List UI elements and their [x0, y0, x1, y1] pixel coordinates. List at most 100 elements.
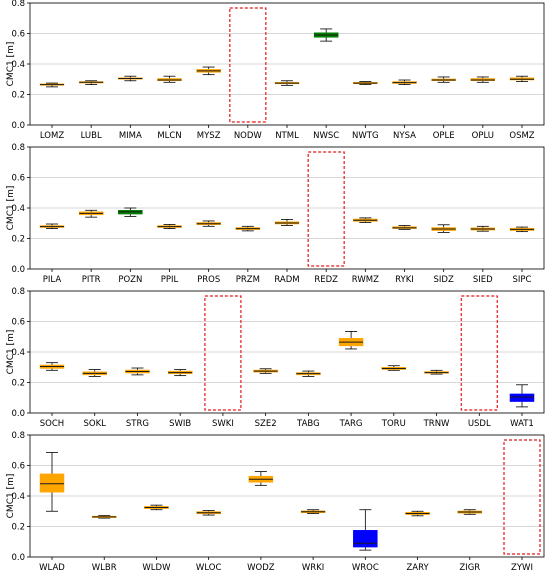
box-wodz [248, 471, 274, 486]
box-iqr [353, 530, 378, 548]
y-tick-label: 0.8 [11, 287, 25, 297]
box-oplu [470, 76, 496, 83]
box-ppil [157, 224, 182, 229]
x-tick-label-sze2: SZE2 [255, 419, 277, 429]
box-iqr [509, 393, 535, 402]
y-tick-label: 0.0 [11, 121, 25, 131]
box-wrki [300, 509, 326, 514]
x-tick-label-mysz: MYSZ [197, 131, 221, 141]
missing-data-box-zywi [503, 439, 541, 555]
box-soch [39, 362, 65, 371]
x-tick-label-radm: RADM [274, 275, 299, 285]
box-pros [196, 220, 221, 227]
box-sze2 [253, 368, 278, 374]
x-tick-label-wodz: WODZ [247, 563, 275, 573]
box-mlcn [157, 75, 182, 83]
box-przm [235, 225, 261, 232]
y-tick-label: 0.2 [11, 523, 25, 533]
x-tick-label-wlbr: WLBR [92, 563, 117, 573]
box-nwsc [313, 28, 339, 42]
x-tick-label-mima: MIMA [119, 131, 142, 141]
x-tick-label-targ: TARG [339, 419, 363, 429]
box-nwtg [353, 81, 378, 85]
box-lubl [78, 80, 104, 85]
box-ryki [392, 225, 417, 230]
box-zary [405, 510, 430, 517]
panel-2: 0.0 0.2 0.4 0.6 0.8 CMC1 [m] PILA PITR POZN PPIL P… [6, 143, 545, 285]
x-tick-label-nwtg: NWTG [352, 131, 379, 141]
box-iqr [39, 473, 65, 493]
box-wloc [196, 510, 221, 516]
y-tick-label: 0.4 [11, 492, 25, 502]
x-tick-label-wat1: WAT1 [510, 419, 534, 429]
x-tick-label-lubl: LUBL [81, 131, 102, 141]
box-mysz [196, 66, 221, 76]
box-radm [274, 219, 300, 226]
box-wroc [353, 509, 378, 551]
x-tick-label-toru: TORU [381, 419, 406, 429]
x-tick-label-wldw: WLDW [142, 563, 171, 573]
y-tick-label: 0.2 [11, 235, 25, 245]
box-rwmz [353, 217, 378, 223]
x-tick-label-swki: SWKI [212, 419, 234, 429]
x-tick-label-pozn: POZN [118, 275, 142, 285]
x-tick-label-sipc: SIPC [513, 275, 532, 285]
box-trnw [424, 369, 449, 375]
box-wldw [144, 504, 169, 511]
x-tick-label-ppil: PPIL [161, 275, 179, 285]
box-pozn [118, 207, 143, 217]
box-sipc [509, 226, 535, 233]
x-tick-label-zywi: ZYWI [511, 563, 533, 573]
y-axis-label: CMC1 [m] [6, 42, 16, 87]
x-tick-label-strg: STRG [126, 419, 149, 429]
box-ntml [274, 80, 300, 86]
box-swib [167, 369, 193, 377]
y-tick-label: 0.6 [11, 174, 25, 184]
panel-3: 0.0 0.2 0.4 0.6 0.8 CMC1 [m] SOCH SOKL STRG SWIB S… [6, 287, 545, 429]
missing-data-box-usdl [460, 295, 498, 411]
y-tick-label: 0.0 [11, 409, 25, 419]
x-tick-label-sied: SIED [473, 275, 493, 285]
box-wat1 [509, 384, 535, 408]
box-mima [118, 75, 143, 82]
box-nysa [392, 79, 417, 85]
y-tick-label: 0.4 [11, 204, 25, 214]
box-sied [470, 225, 496, 232]
x-tick-label-trnw: TRNW [423, 419, 450, 429]
y-tick-label: 0.6 [11, 462, 25, 472]
box-zigr [457, 509, 483, 515]
y-tick-label: 0.4 [11, 60, 25, 70]
missing-data-box-redz [307, 151, 345, 267]
x-tick-label-zary: ZARY [406, 563, 429, 573]
x-tick-label-lomz: LOMZ [40, 131, 64, 141]
y-tick-label: 0.6 [11, 318, 25, 328]
x-tick-label-tabg: TABG [296, 419, 320, 429]
y-tick-label: 0.2 [11, 379, 25, 389]
box-lomz [39, 82, 65, 88]
x-tick-label-sidz: SIDZ [434, 275, 454, 285]
x-tick-label-pros: PROS [197, 275, 220, 285]
x-tick-label-wlad: WLAD [39, 563, 65, 573]
x-tick-label-mlcn: MLCN [157, 131, 181, 141]
plot-frame [29, 290, 545, 414]
x-tick-label-swib: SWIB [169, 419, 191, 429]
missing-data-box-swki [204, 295, 242, 411]
y-tick-label: 0.0 [11, 265, 25, 275]
x-tick-label-zigr: ZIGR [459, 563, 480, 573]
box-toru [381, 365, 407, 371]
x-tick-label-wroc: WROC [352, 563, 379, 573]
y-axis-label: CMC1 [m] [6, 186, 16, 231]
missing-data-box-nodw [229, 7, 267, 123]
x-tick-label-pitr: PITR [82, 275, 101, 285]
box-tabg [296, 370, 321, 377]
box-pila [39, 223, 65, 229]
x-tick-label-ryki: RYKI [395, 275, 414, 285]
box-ople [431, 76, 456, 83]
box-wlad [39, 452, 65, 512]
x-tick-label-nysa: NYSA [393, 131, 416, 141]
plot-frame [29, 146, 545, 270]
x-tick-label-nwsc: NWSC [313, 131, 339, 141]
x-tick-label-soch: SOCH [40, 419, 64, 429]
x-tick-label-wrki: WRKI [302, 563, 324, 573]
